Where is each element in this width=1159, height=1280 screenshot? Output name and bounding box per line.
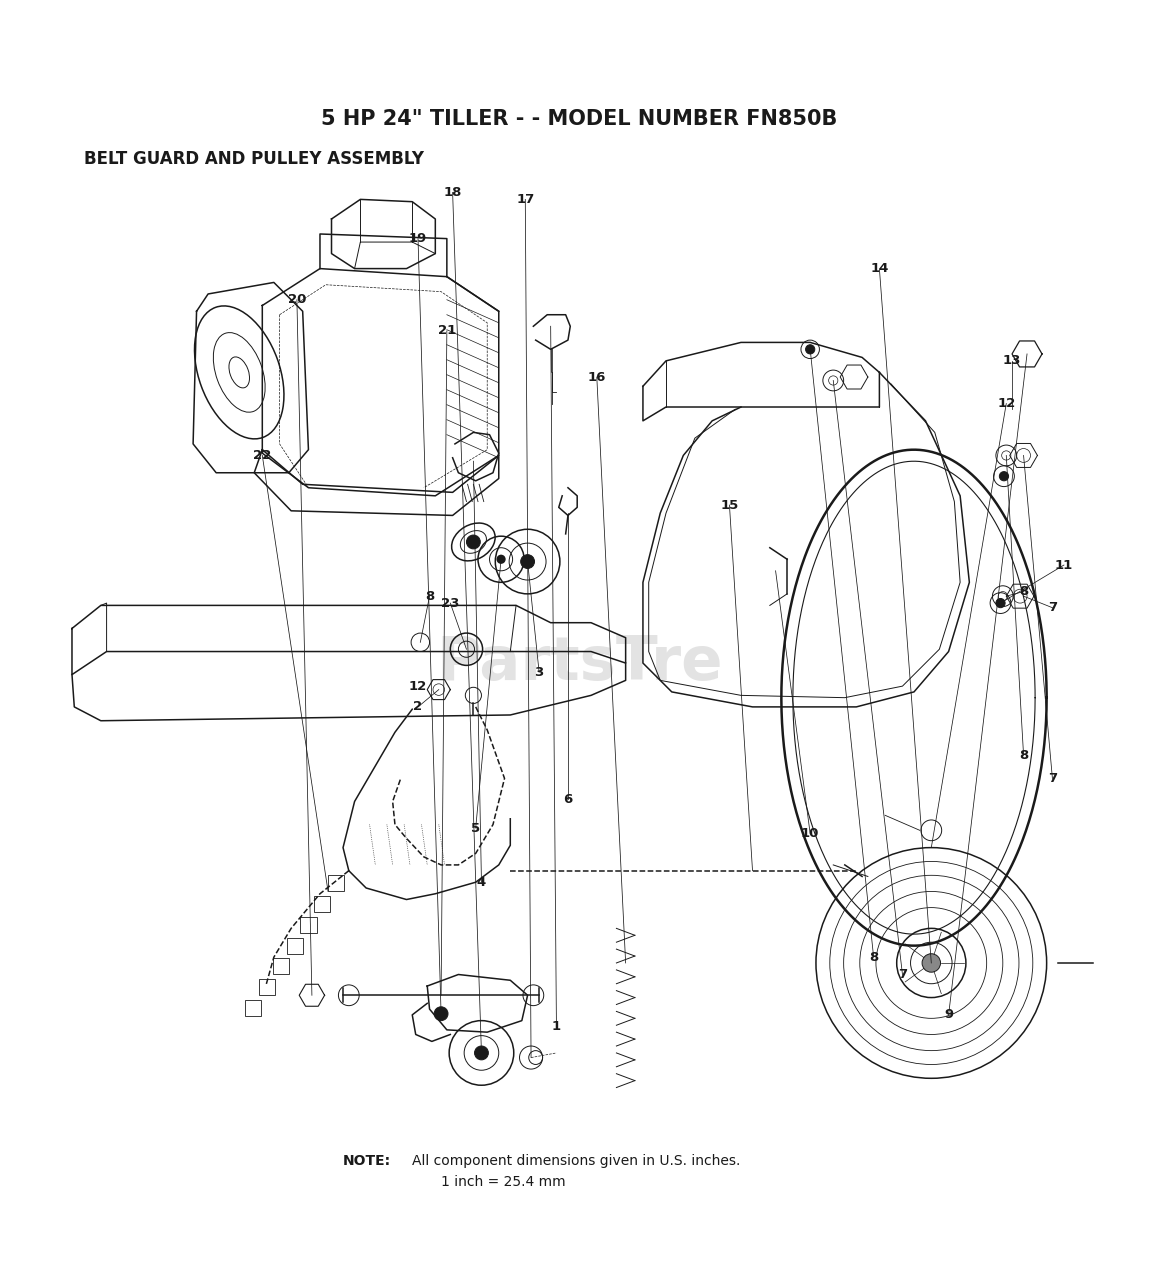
Text: BELT GUARD AND PULLEY ASSEMBLY: BELT GUARD AND PULLEY ASSEMBLY xyxy=(83,150,423,168)
Circle shape xyxy=(435,1007,449,1020)
Text: 3: 3 xyxy=(534,666,544,678)
Text: 8: 8 xyxy=(1019,749,1028,762)
Text: 7: 7 xyxy=(1048,602,1057,614)
Text: 14: 14 xyxy=(870,262,889,275)
Text: 22: 22 xyxy=(253,449,271,462)
Text: 12: 12 xyxy=(409,680,428,692)
Text: 10: 10 xyxy=(801,827,819,840)
Text: 15: 15 xyxy=(721,498,738,512)
Circle shape xyxy=(806,344,815,355)
Text: 5: 5 xyxy=(471,822,480,835)
Bar xyxy=(328,876,344,891)
Text: 20: 20 xyxy=(287,293,306,306)
Bar xyxy=(286,937,302,954)
Circle shape xyxy=(996,599,1005,608)
Text: 4: 4 xyxy=(476,876,486,888)
Text: 11: 11 xyxy=(1055,558,1073,572)
Bar xyxy=(300,916,316,933)
Text: 1 inch = 25.4 mm: 1 inch = 25.4 mm xyxy=(442,1175,566,1189)
Text: NOTE:: NOTE: xyxy=(343,1155,392,1169)
Text: 21: 21 xyxy=(438,324,455,338)
Text: All component dimensions given in U.S. inches.: All component dimensions given in U.S. i… xyxy=(413,1155,741,1169)
Circle shape xyxy=(496,554,505,564)
Circle shape xyxy=(474,1046,488,1060)
Text: 5 HP 24" TILLER - - MODEL NUMBER FN850B: 5 HP 24" TILLER - - MODEL NUMBER FN850B xyxy=(321,109,838,129)
Circle shape xyxy=(520,554,534,568)
Text: 1: 1 xyxy=(552,1020,561,1033)
Text: 18: 18 xyxy=(444,186,461,198)
Circle shape xyxy=(999,471,1008,481)
Text: 8: 8 xyxy=(425,590,435,603)
Circle shape xyxy=(466,535,480,549)
Text: 16: 16 xyxy=(588,370,606,384)
Bar xyxy=(258,979,275,996)
Text: 2: 2 xyxy=(414,700,423,713)
Text: 13: 13 xyxy=(1003,355,1021,367)
Text: 7: 7 xyxy=(898,968,907,980)
Text: 9: 9 xyxy=(945,1009,953,1021)
Circle shape xyxy=(923,954,940,973)
Text: 12: 12 xyxy=(997,397,1015,410)
Text: 8: 8 xyxy=(869,951,879,964)
Text: 19: 19 xyxy=(409,232,428,244)
Text: 8: 8 xyxy=(1019,585,1028,598)
Text: 7: 7 xyxy=(1048,772,1057,785)
Text: 6: 6 xyxy=(563,792,573,805)
Bar xyxy=(272,959,289,974)
Bar xyxy=(314,896,330,913)
Bar xyxy=(245,1000,261,1016)
Text: 23: 23 xyxy=(442,596,459,609)
Text: 17: 17 xyxy=(516,193,534,206)
Text: PartsTre: PartsTre xyxy=(436,634,723,692)
